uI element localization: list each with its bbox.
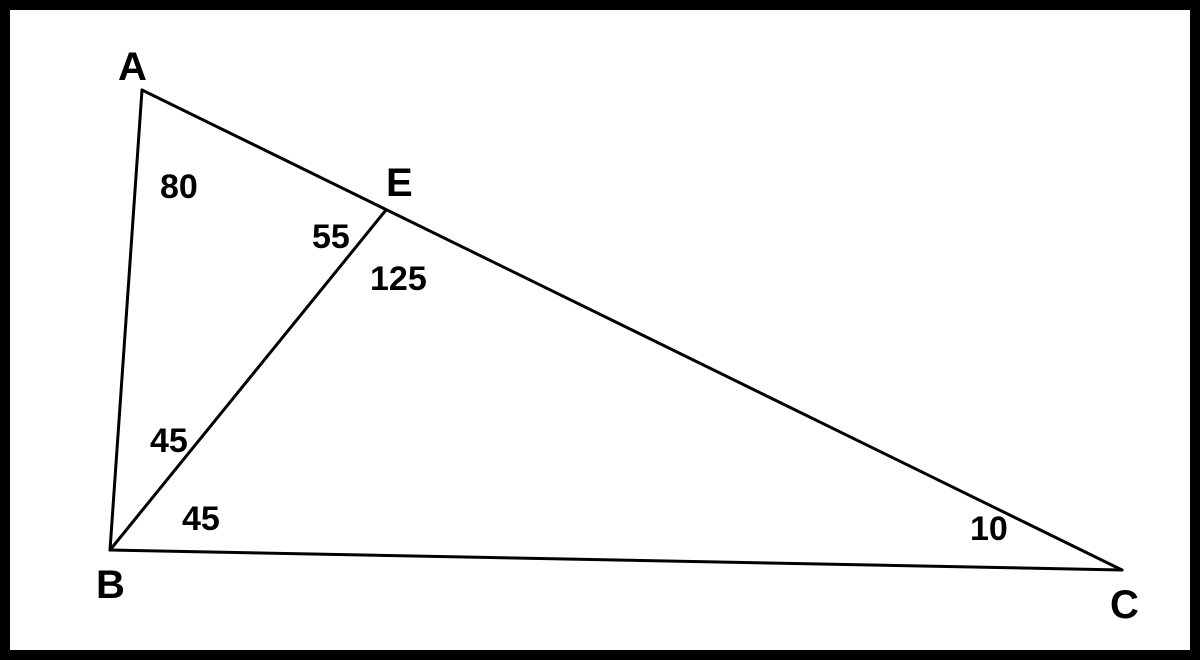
angle-A: 80 — [160, 168, 198, 206]
geometry-svg: A B C E 80 55 125 45 45 10 — [10, 10, 1190, 650]
vertex-A-label: A — [118, 45, 147, 89]
diagram-frame: A B C E 80 55 125 45 45 10 — [0, 0, 1200, 660]
angle-B2: 45 — [182, 500, 220, 538]
vertex-E-label: E — [386, 161, 413, 205]
vertex-B-label: B — [96, 563, 125, 607]
edge-BE — [110, 210, 386, 550]
vertex-C-label: C — [1110, 583, 1139, 627]
angle-E1: 55 — [312, 218, 350, 256]
edge-AB — [110, 90, 142, 550]
angle-E2: 125 — [370, 260, 427, 298]
angle-B1: 45 — [150, 422, 188, 460]
angle-C: 10 — [970, 510, 1008, 548]
edge-BC — [110, 550, 1122, 570]
